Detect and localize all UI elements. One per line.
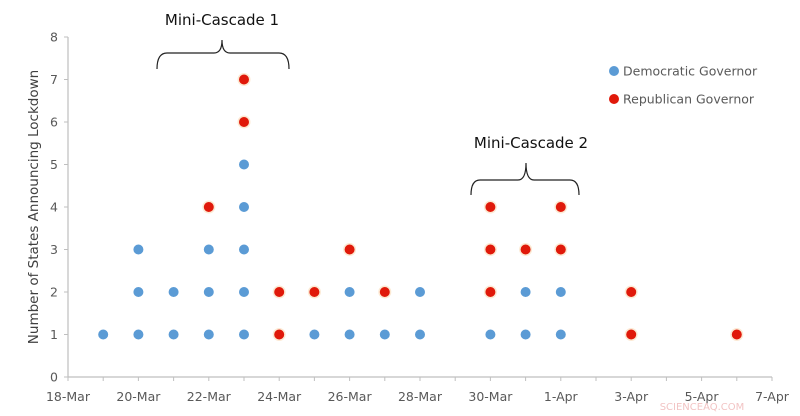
data-point	[555, 244, 566, 255]
y-tick-label: 8	[50, 30, 58, 45]
data-point	[520, 287, 531, 297]
data-point	[309, 287, 320, 297]
data-point	[133, 329, 144, 340]
legend-dem-label: Democratic Governor	[623, 64, 758, 79]
watermark: SCIENCEAQ.COM	[660, 402, 745, 413]
data-point	[379, 329, 390, 340]
data-point	[415, 329, 425, 340]
y-tick-label: 7	[50, 72, 58, 87]
data-point	[239, 159, 249, 170]
mini-cascade-1-label: Mini-Cascade 1	[165, 11, 279, 29]
data-point	[239, 244, 249, 255]
data-point	[133, 287, 144, 297]
data-point	[520, 244, 531, 255]
y-tick-label: 5	[50, 157, 58, 172]
data-point	[344, 287, 355, 297]
mini-cascade-1-brace	[156, 39, 290, 70]
data-point	[555, 202, 566, 212]
republican-governor-series	[202, 73, 744, 341]
x-tick-label: 5-Apr	[685, 389, 720, 404]
data-point	[379, 287, 390, 297]
x-tick-label: 3-Apr	[614, 389, 649, 404]
x-tick-label: 22-Mar	[187, 389, 232, 404]
x-axis: 18-Mar 20-Mar 22-Mar 24-Mar 26-Mar 28-Mar 30-M…	[46, 376, 790, 404]
data-point	[309, 329, 320, 340]
data-point	[203, 244, 214, 255]
x-tick-label: 18-Mar	[46, 389, 91, 404]
data-point	[239, 287, 249, 297]
y-axis-title: Number of States Announcing Lockdown	[26, 70, 42, 344]
legend-item-democratic: Democratic Governor	[609, 64, 758, 79]
data-point	[415, 287, 425, 297]
legend: Democratic Governor Republican Governor	[609, 64, 758, 107]
mini-cascade-2-annotation: Mini-Cascade 2	[470, 134, 588, 196]
data-point	[133, 244, 144, 255]
x-tick-label: 28-Mar	[398, 389, 443, 404]
data-point	[485, 244, 496, 255]
data-point	[239, 202, 249, 212]
x-tick-label: 1-Apr	[544, 389, 579, 404]
legend-rep-marker-icon	[609, 94, 619, 104]
data-point	[98, 329, 109, 340]
x-tick-label: 24-Mar	[257, 389, 302, 404]
data-point	[168, 287, 179, 297]
data-points	[98, 73, 744, 341]
x-tick-label: 7-Apr	[755, 389, 790, 404]
y-axis: 0 1 2 3 4 5 6 7 8	[50, 30, 69, 385]
legend-item-republican: Republican Governor	[609, 92, 755, 107]
democratic-governor-series	[98, 159, 566, 340]
data-point	[168, 329, 179, 340]
data-point	[203, 287, 214, 297]
data-point	[203, 329, 214, 340]
data-point	[274, 287, 285, 297]
x-tick-label: 30-Mar	[468, 389, 513, 404]
y-tick-label: 1	[50, 327, 58, 342]
data-point	[731, 329, 742, 340]
mini-cascade-1-annotation: Mini-Cascade 1	[156, 11, 290, 70]
data-point	[239, 117, 249, 127]
data-point	[555, 329, 566, 340]
x-tick-label: 20-Mar	[116, 389, 161, 404]
data-point	[239, 329, 249, 340]
y-tick-label: 3	[50, 242, 58, 257]
legend-rep-label: Republican Governor	[623, 92, 755, 107]
mini-cascade-2-brace	[470, 162, 580, 196]
data-point	[203, 202, 214, 212]
mini-cascade-2-label: Mini-Cascade 2	[474, 134, 588, 152]
y-tick-label: 6	[50, 115, 58, 130]
data-point	[344, 244, 355, 255]
y-tick-label: 4	[50, 200, 58, 215]
data-point	[344, 329, 355, 340]
data-point	[485, 287, 496, 297]
y-tick-label: 2	[50, 285, 58, 300]
data-point	[485, 329, 496, 340]
legend-dem-marker-icon	[609, 66, 619, 76]
y-tick-label: 0	[50, 370, 58, 385]
data-point	[555, 287, 566, 297]
data-point	[239, 74, 249, 85]
data-point	[626, 329, 637, 340]
data-point	[520, 329, 531, 340]
data-point	[626, 287, 637, 297]
x-tick-label: 26-Mar	[328, 389, 373, 404]
data-point	[274, 329, 285, 340]
data-point	[485, 202, 496, 212]
